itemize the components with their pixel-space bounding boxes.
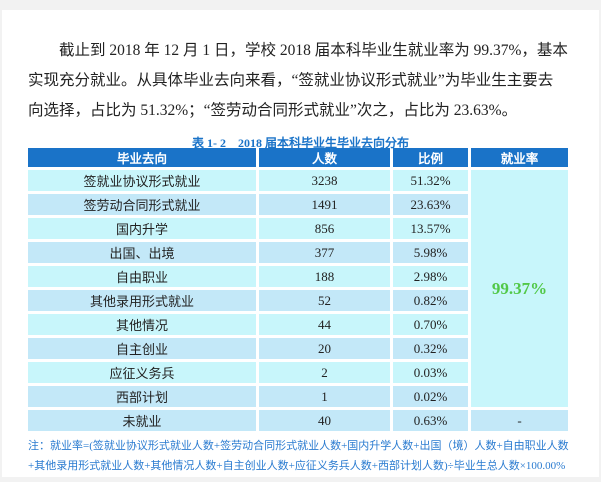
cell-count: 20: [259, 338, 390, 359]
header-rate: 就业率: [471, 148, 568, 167]
cell-destination: 签劳动合同形式就业: [28, 194, 256, 215]
cell-count: 856: [259, 218, 390, 239]
cell-ratio: 0.02%: [393, 386, 468, 407]
table-row-unemployed: 未就业 40 0.63% -: [28, 410, 568, 431]
cell-destination: 其他情况: [28, 314, 256, 335]
cell-rate: -: [471, 410, 568, 431]
cell-destination: 签就业协议形式就业: [28, 170, 256, 191]
cell-destination: 自由职业: [28, 266, 256, 287]
intro-paragraph: 截止到 2018 年 12 月 1 日，学校 2018 届本科毕业生就业率为 9…: [28, 42, 568, 119]
cell-ratio: 2.98%: [393, 266, 468, 287]
cell-destination: 自主创业: [28, 338, 256, 359]
cell-count: 377: [259, 242, 390, 263]
cell-ratio: 5.98%: [393, 242, 468, 263]
table-row: 自由职业 188 2.98%: [28, 266, 568, 287]
document-page: 截止到 2018 年 12 月 1 日，学校 2018 届本科毕业生就业率为 9…: [2, 10, 599, 477]
table-row: 其他情况 44 0.70%: [28, 314, 568, 335]
table-caption: 表 1- 2 2018 届本科毕业生毕业去向分布: [192, 136, 409, 150]
cell-count: 44: [259, 314, 390, 335]
cell-destination: 国内升学: [28, 218, 256, 239]
cell-ratio: 0.63%: [393, 410, 468, 431]
table-row: 应征义务兵 2 0.03%: [28, 362, 568, 383]
cell-ratio: 0.70%: [393, 314, 468, 335]
cell-destination: 其他录用形式就业: [28, 290, 256, 311]
cell-destination: 西部计划: [28, 386, 256, 407]
cell-count: 3238: [259, 170, 390, 191]
cell-count: 1491: [259, 194, 390, 215]
table-row: 其他录用形式就业 52 0.82%: [28, 290, 568, 311]
table-row: 自主创业 20 0.32%: [28, 338, 568, 359]
cell-count: 2: [259, 362, 390, 383]
cell-ratio: 51.32%: [393, 170, 468, 191]
table-header-row: 毕业去向 人数 比例 就业率: [28, 148, 568, 167]
cell-destination: 应征义务兵: [28, 362, 256, 383]
cell-employment-rate: 99.37%: [471, 170, 568, 407]
table-note: 注：就业率=(签就业协议形式就业人数+签劳动合同形式就业人数+国内升学人数+出国…: [28, 440, 569, 472]
header-count: 人数: [259, 148, 390, 167]
cell-destination: 出国、出境: [28, 242, 256, 263]
cell-ratio: 0.03%: [393, 362, 468, 383]
cell-ratio: 13.57%: [393, 218, 468, 239]
destination-table: 毕业去向 人数 比例 就业率 签就业协议形式就业 3238 51.32% 99.37%…: [25, 145, 571, 434]
cell-ratio: 0.32%: [393, 338, 468, 359]
cell-count: 52: [259, 290, 390, 311]
table-row: 签就业协议形式就业 3238 51.32% 99.37%: [28, 170, 568, 407]
table-row: 国内升学 856 13.57%: [28, 218, 568, 239]
table-row: 签劳动合同形式就业 1491 23.63%: [28, 194, 568, 215]
cell-count: 40: [259, 410, 390, 431]
table-row: 西部计划 1 0.02%: [28, 386, 568, 407]
header-ratio: 比例: [393, 148, 468, 167]
header-destination: 毕业去向: [28, 148, 256, 167]
table-row: 出国、出境 377 5.98%: [28, 242, 568, 263]
cell-destination: 未就业: [28, 410, 256, 431]
cell-count: 1: [259, 386, 390, 407]
cell-ratio: 23.63%: [393, 194, 468, 215]
cell-count: 188: [259, 266, 390, 287]
cell-ratio: 0.82%: [393, 290, 468, 311]
